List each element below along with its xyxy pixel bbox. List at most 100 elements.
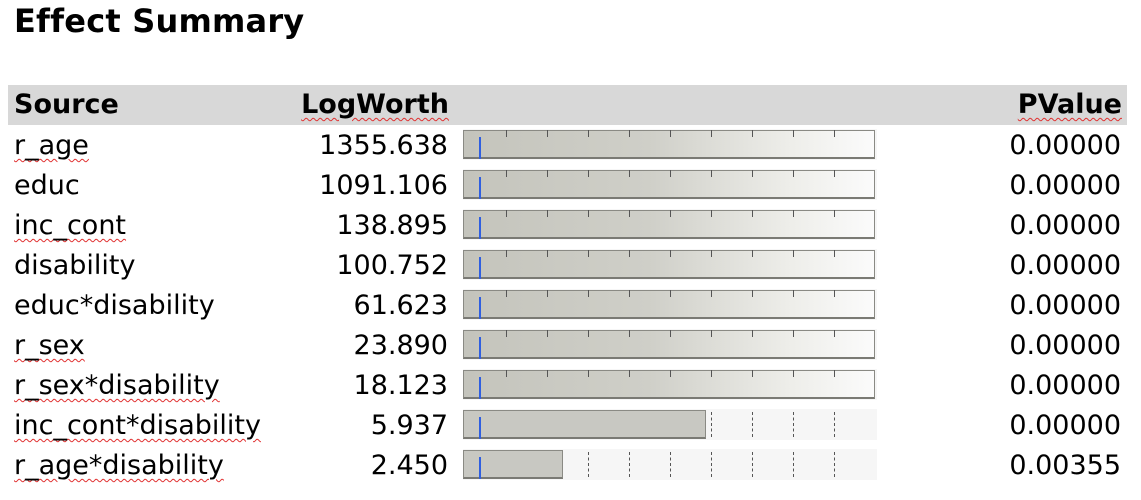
scale-gridline [629, 452, 630, 477]
scale-tick [629, 290, 630, 297]
scale-tick [547, 250, 548, 257]
scale-tick [711, 210, 712, 217]
logworth-bar [463, 249, 877, 280]
scale-tick [793, 330, 794, 337]
logworth-bar-fill [463, 250, 875, 279]
scale-tick [506, 330, 507, 337]
scale-tick [711, 170, 712, 177]
logworth-bar-fill [463, 410, 707, 439]
table-header: Source LogWorth PValue [8, 85, 1127, 125]
logworth-bar [463, 409, 877, 440]
scale-tick [547, 170, 548, 177]
scale-tick [547, 210, 548, 217]
scale-tick [834, 330, 835, 337]
scale-gridline [670, 452, 671, 477]
logworth-bar [463, 129, 877, 160]
pvalue-cell: 0.00000 [1009, 370, 1121, 401]
logworth-cell: 2.450 [370, 450, 448, 481]
scale-tick [711, 370, 712, 377]
scale-tick [711, 330, 712, 337]
scale-tick [629, 370, 630, 377]
table-row[interactable]: inc_cont 138.895 0.00000 [0, 206, 1141, 246]
scale-tick [547, 370, 548, 377]
logworth-bar-fill [463, 130, 875, 159]
column-header-source[interactable]: Source [14, 89, 119, 120]
scale-gridline [752, 452, 753, 477]
significance-reference-line [479, 257, 482, 279]
scale-tick [834, 170, 835, 177]
scale-tick [670, 330, 671, 337]
logworth-bar-fill [463, 370, 875, 399]
table-row[interactable]: disability 100.752 0.00000 [0, 246, 1141, 286]
scale-tick [834, 210, 835, 217]
scale-gridline [834, 412, 835, 437]
scale-tick [629, 130, 630, 137]
scale-tick [834, 290, 835, 297]
logworth-cell: 138.895 [336, 210, 448, 241]
table-row[interactable]: inc_cont*disability 5.937 0.00000 [0, 406, 1141, 446]
scale-tick [834, 250, 835, 257]
table-row[interactable]: r_age 1355.638 0.00000 [0, 126, 1141, 166]
source-cell: inc_cont [14, 210, 127, 241]
source-cell: educ [14, 170, 80, 201]
column-header-logworth[interactable]: LogWorth [301, 89, 449, 120]
scale-tick [588, 370, 589, 377]
scale-tick [588, 170, 589, 177]
logworth-cell: 1091.106 [319, 170, 448, 201]
table-row[interactable]: r_sex*disability 18.123 0.00000 [0, 366, 1141, 406]
pvalue-cell: 0.00355 [1009, 450, 1121, 481]
logworth-cell: 1355.638 [319, 130, 448, 161]
scale-tick [670, 290, 671, 297]
scale-gridline [711, 452, 712, 477]
scale-tick [793, 170, 794, 177]
scale-tick [670, 370, 671, 377]
scale-tick [752, 170, 753, 177]
scale-tick [793, 210, 794, 217]
scale-tick [752, 370, 753, 377]
scale-tick [752, 330, 753, 337]
source-cell: educ*disability [14, 290, 215, 321]
column-header-pvalue[interactable]: PValue [1017, 89, 1122, 120]
table-row[interactable]: educ*disability 61.623 0.00000 [0, 286, 1141, 326]
table-row[interactable]: r_age*disability 2.450 0.00355 [0, 446, 1141, 486]
scale-tick [670, 130, 671, 137]
scale-tick [547, 330, 548, 337]
scale-tick [752, 250, 753, 257]
scale-tick [588, 130, 589, 137]
scale-tick [793, 290, 794, 297]
scale-tick [793, 370, 794, 377]
logworth-bar-fill [463, 290, 875, 319]
scale-tick [506, 170, 507, 177]
scale-tick [752, 290, 753, 297]
pvalue-cell: 0.00000 [1009, 210, 1121, 241]
pvalue-cell: 0.00000 [1009, 170, 1121, 201]
scale-tick [711, 250, 712, 257]
significance-reference-line [479, 177, 482, 199]
logworth-cell: 23.890 [353, 330, 448, 361]
scale-tick [588, 210, 589, 217]
pvalue-cell: 0.00000 [1009, 330, 1121, 361]
table-row[interactable]: r_sex 23.890 0.00000 [0, 326, 1141, 366]
logworth-bar [463, 329, 877, 360]
scale-tick [506, 370, 507, 377]
significance-reference-line [479, 137, 482, 159]
significance-reference-line [479, 417, 482, 439]
scale-gridline [752, 412, 753, 437]
significance-reference-line [479, 217, 482, 239]
logworth-bar-fill [463, 210, 875, 239]
scale-gridline [711, 412, 712, 437]
scale-tick [547, 290, 548, 297]
scale-tick [547, 130, 548, 137]
table-row[interactable]: educ 1091.106 0.00000 [0, 166, 1141, 206]
scale-tick [711, 130, 712, 137]
source-cell: r_sex*disability [14, 370, 220, 401]
scale-tick [506, 210, 507, 217]
pvalue-cell: 0.00000 [1009, 290, 1121, 321]
scale-tick [588, 250, 589, 257]
logworth-bar [463, 209, 877, 240]
significance-reference-line [479, 457, 482, 479]
pvalue-cell: 0.00000 [1009, 250, 1121, 281]
scale-gridline [834, 452, 835, 477]
scale-tick [506, 130, 507, 137]
scale-tick [752, 130, 753, 137]
